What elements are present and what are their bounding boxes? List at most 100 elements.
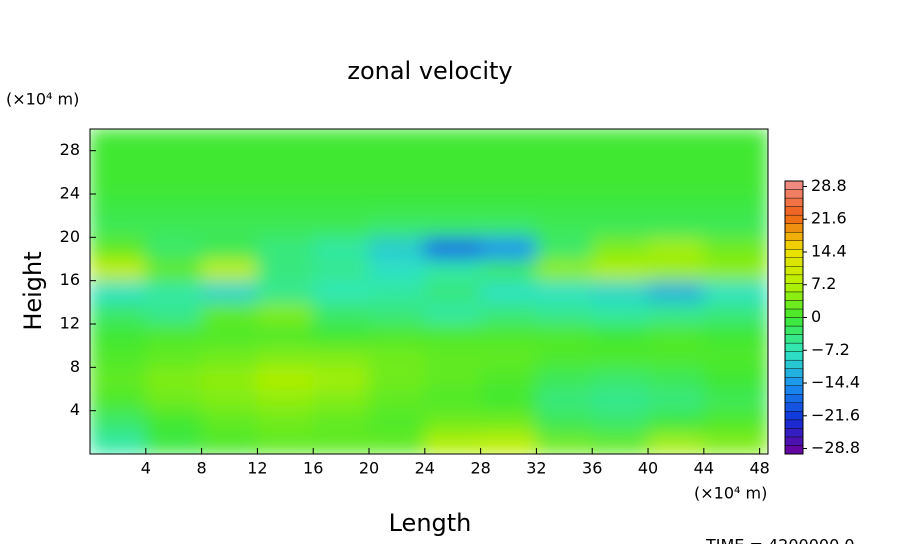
cell: [647, 301, 705, 325]
colorbar: [784, 180, 804, 455]
cell: [201, 150, 258, 173]
cell: [647, 345, 705, 368]
cell: [201, 345, 258, 368]
cell: [591, 193, 649, 217]
cell: [424, 258, 482, 282]
cell: [703, 171, 768, 195]
field-cells: [90, 129, 768, 454]
cell: [480, 150, 537, 173]
cell: [535, 301, 593, 325]
cell: [312, 301, 370, 325]
cell: [368, 258, 426, 282]
y-axis-label: Height: [19, 251, 47, 330]
cell: [256, 193, 314, 217]
cell: [312, 410, 370, 433]
cell: [535, 193, 593, 217]
cell: [703, 193, 768, 217]
cell: [256, 345, 314, 368]
colorbar-tick-label: −7.2: [811, 340, 850, 359]
cell: [591, 215, 649, 238]
colorbar-band: [784, 419, 804, 429]
cell: [201, 366, 258, 390]
cell: [535, 345, 593, 368]
colorbar-band: [784, 359, 804, 369]
cell: [647, 150, 705, 173]
cell: [368, 345, 426, 368]
cell: [90, 280, 147, 303]
cell: [703, 431, 768, 454]
cell: [256, 366, 314, 390]
y-tick-label: 12: [60, 314, 80, 333]
x-tick-label: 12: [247, 459, 267, 478]
cell: [368, 193, 426, 217]
cell: [591, 280, 649, 303]
cell: [480, 345, 537, 368]
colorbar-band: [784, 377, 804, 386]
cell: [591, 388, 649, 412]
colorbar-band: [784, 249, 804, 258]
colorbar-band: [784, 291, 804, 301]
cell: [368, 150, 426, 173]
cell: [145, 323, 203, 347]
cell: [703, 388, 768, 412]
x-unit: (×10⁴ m): [694, 484, 767, 503]
y-unit: (×10⁴ m): [6, 90, 79, 109]
cell: [256, 410, 314, 433]
y-tick-label: 16: [60, 270, 80, 289]
cell: [535, 366, 593, 390]
cell: [145, 388, 203, 412]
cell: [90, 323, 147, 347]
cell: [480, 323, 537, 347]
cell: [145, 410, 203, 433]
cell: [90, 301, 147, 325]
cell: [312, 431, 370, 454]
cell: [145, 431, 203, 454]
cell: [591, 236, 649, 260]
cell: [647, 280, 705, 303]
cell: [201, 388, 258, 412]
cell: [647, 431, 705, 454]
cell: [145, 345, 203, 368]
cell: [647, 215, 705, 238]
cell: [256, 258, 314, 282]
cell: [535, 150, 593, 173]
cell: [591, 323, 649, 347]
chart-title: zonal velocity: [347, 57, 512, 85]
cell: [368, 323, 426, 347]
cell: [368, 280, 426, 303]
cell: [647, 323, 705, 347]
colorbar-band: [784, 385, 804, 395]
cell: [703, 150, 768, 173]
cell: [703, 215, 768, 238]
cell: [591, 258, 649, 282]
cell: [201, 410, 258, 433]
cell: [201, 323, 258, 347]
cell: [256, 129, 314, 152]
cell: [90, 410, 147, 433]
cell: [535, 236, 593, 260]
cell: [647, 388, 705, 412]
cell: [535, 171, 593, 195]
cell: [703, 301, 768, 325]
cell: [424, 150, 482, 173]
cell: [145, 301, 203, 325]
cell: [591, 301, 649, 325]
cell: [591, 431, 649, 454]
cell: [480, 388, 537, 412]
cell: [201, 258, 258, 282]
colorbar-band: [784, 325, 804, 335]
cell: [312, 193, 370, 217]
cell: [424, 171, 482, 195]
cell: [90, 345, 147, 368]
cell: [312, 280, 370, 303]
cell: [647, 258, 705, 282]
cell: [368, 410, 426, 433]
footer: TIME = 4200000.0: [705, 536, 855, 544]
cell: [256, 280, 314, 303]
colorbar-tick-label: 14.4: [811, 241, 847, 260]
cell: [90, 366, 147, 390]
cell: [535, 258, 593, 282]
colorbar-band: [784, 445, 804, 455]
cell: [312, 236, 370, 260]
cell: [647, 171, 705, 195]
